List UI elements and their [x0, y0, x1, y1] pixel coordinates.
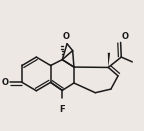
Text: O: O — [62, 32, 69, 41]
Text: F: F — [59, 105, 65, 114]
Text: O: O — [1, 78, 8, 87]
Polygon shape — [108, 53, 110, 67]
Text: O: O — [122, 32, 129, 41]
